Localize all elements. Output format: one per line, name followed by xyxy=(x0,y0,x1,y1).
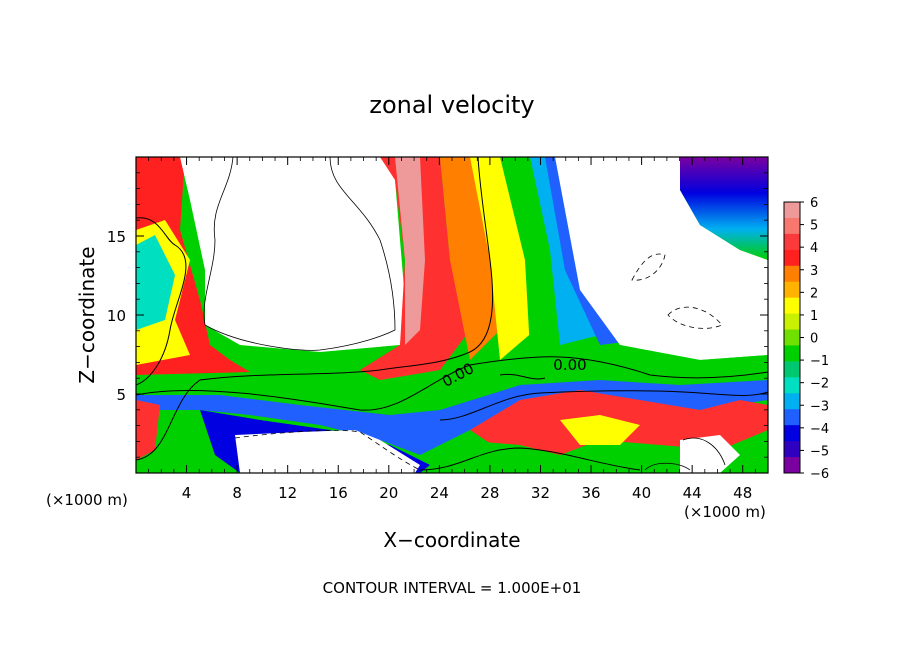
colorbar-swatch xyxy=(784,281,800,299)
colorbar-tick-label: −5 xyxy=(810,444,829,459)
colorbar-swatch xyxy=(784,233,800,251)
x-tick-label: 40 xyxy=(632,484,651,502)
contour-interval-text: CONTOUR INTERVAL = 1.000E+01 xyxy=(323,579,582,597)
y-tick-label: 5 xyxy=(116,386,126,404)
x-tick-label: 36 xyxy=(581,484,600,502)
colorbar-tick-label: 6 xyxy=(810,196,818,211)
colorbar-swatch xyxy=(784,329,800,346)
x-tick-label: 16 xyxy=(329,484,348,502)
plot-field xyxy=(136,157,768,473)
x-axis-label: X−coordinate xyxy=(383,528,520,552)
colorbar-tick-label: 4 xyxy=(810,241,818,256)
x-axis-ticks: 4 8 12 16 20 24 28 32 36 40 44 48 xyxy=(148,157,756,502)
colorbar-swatch xyxy=(784,441,800,458)
colorbar-swatch xyxy=(784,409,800,426)
y-axis-label: Z−coordinate xyxy=(75,246,99,383)
colorbar-swatch xyxy=(784,297,800,315)
colorbar-swatch xyxy=(784,345,800,362)
y-axis-ticks: 5 10 15 xyxy=(107,172,768,458)
y-tick-label: 15 xyxy=(107,228,126,246)
colorbar-tick-label: −3 xyxy=(810,399,829,414)
colorbar-swatch xyxy=(784,265,800,283)
x-tick-label: 44 xyxy=(683,484,702,502)
colorbar-swatch xyxy=(784,393,800,410)
colorbar-tick-label: 2 xyxy=(810,286,818,301)
x-tick-label: 20 xyxy=(379,484,398,502)
chart-title: zonal velocity xyxy=(369,91,534,119)
colorbar-tick-label: 3 xyxy=(810,264,818,279)
colorbar-swatch xyxy=(784,249,800,267)
colorbar-swatch xyxy=(784,217,800,235)
x-tick-label: 8 xyxy=(232,484,242,502)
colorbar-swatch xyxy=(784,202,800,219)
x-tick-label: 48 xyxy=(733,484,752,502)
colorbar-tick-label: −2 xyxy=(810,377,829,392)
x-tick-label: 4 xyxy=(182,484,192,502)
colorbar-tick-label: −4 xyxy=(810,422,829,437)
colorbar-tick-label: 0 xyxy=(810,332,818,347)
colorbar: 6 5 4 3 2 1 0 −1 −2 −3 −4 −5 −6 xyxy=(783,196,829,482)
colorbar-swatch xyxy=(784,361,800,378)
colorbar-tick-label: 5 xyxy=(810,219,818,234)
x-tick-label: 28 xyxy=(480,484,499,502)
contour-lines xyxy=(136,157,768,471)
contour-label: 0.00 xyxy=(553,356,586,374)
y-tick-label: 10 xyxy=(107,307,126,325)
colorbar-tick-label: −1 xyxy=(810,354,829,369)
colorbar-tick-label: 1 xyxy=(810,309,818,324)
x-tick-label: 12 xyxy=(278,484,297,502)
x-tick-label: 24 xyxy=(430,484,449,502)
y-axis-units: (×1000 m) xyxy=(46,491,128,509)
x-tick-label: 32 xyxy=(531,484,550,502)
x-axis-units: (×1000 m) xyxy=(684,503,766,521)
colorbar-swatch xyxy=(784,457,800,474)
colorbar-swatch xyxy=(784,425,800,442)
colorbar-swatch xyxy=(784,377,800,394)
colorbar-swatch xyxy=(784,313,800,331)
colorbar-tick-label: −6 xyxy=(810,467,829,482)
